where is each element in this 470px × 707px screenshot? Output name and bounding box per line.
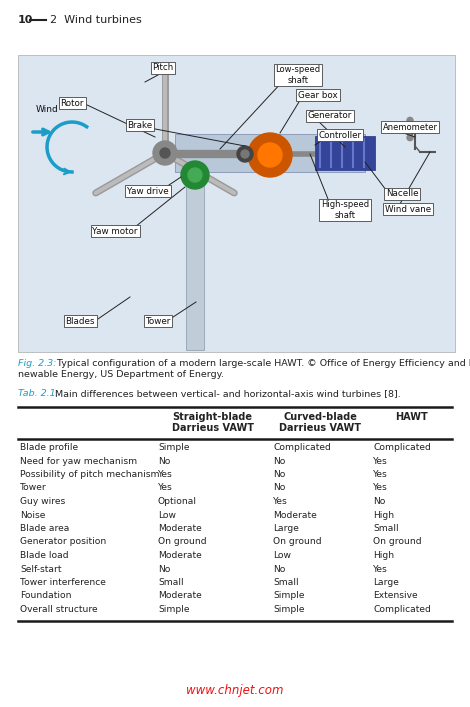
Text: No: No <box>273 457 285 465</box>
Text: Complicated: Complicated <box>273 443 331 452</box>
Circle shape <box>241 150 249 158</box>
Text: Blades: Blades <box>65 317 95 325</box>
Text: Yes: Yes <box>373 484 388 493</box>
Text: Moderate: Moderate <box>158 592 202 600</box>
Text: Yes: Yes <box>273 497 288 506</box>
Text: Brake: Brake <box>127 120 153 129</box>
Text: No: No <box>158 564 170 573</box>
Text: High-speed
shaft: High-speed shaft <box>321 200 369 220</box>
Text: High: High <box>373 510 394 520</box>
Text: Yes: Yes <box>158 470 173 479</box>
Text: Curved-blade: Curved-blade <box>283 412 357 422</box>
Text: Wind vane: Wind vane <box>385 204 431 214</box>
Text: 10: 10 <box>18 15 33 25</box>
Text: Blade load: Blade load <box>20 551 69 560</box>
Text: 2  Wind turbines: 2 Wind turbines <box>50 15 142 25</box>
Text: No: No <box>273 470 285 479</box>
Circle shape <box>407 134 413 141</box>
Text: Blade area: Blade area <box>20 524 70 533</box>
Text: Anemometer: Anemometer <box>383 122 438 132</box>
FancyBboxPatch shape <box>18 55 455 352</box>
Text: Wind: Wind <box>36 105 59 114</box>
Text: Yaw drive: Yaw drive <box>127 187 169 196</box>
Text: Rotor: Rotor <box>60 98 84 107</box>
FancyBboxPatch shape <box>186 172 204 350</box>
Text: Pitch: Pitch <box>152 64 173 73</box>
Circle shape <box>181 161 209 189</box>
Text: Self-start: Self-start <box>20 564 62 573</box>
Text: Controller: Controller <box>319 131 361 139</box>
Text: Generator: Generator <box>308 112 352 120</box>
Text: Typical configuration of a modern large-scale HAWT. © Office of Energy Efficienc: Typical configuration of a modern large-… <box>54 359 470 368</box>
Text: Main differences between vertical- and horizontal-axis wind turbines [8].: Main differences between vertical- and h… <box>52 389 401 398</box>
Text: Tab. 2.1:: Tab. 2.1: <box>18 389 59 398</box>
Circle shape <box>422 126 428 132</box>
Text: HAWT: HAWT <box>395 412 427 422</box>
Text: Simple: Simple <box>158 443 189 452</box>
Text: No: No <box>273 564 285 573</box>
Circle shape <box>248 133 292 177</box>
Text: On ground: On ground <box>273 537 321 547</box>
Text: Noise: Noise <box>20 510 46 520</box>
Text: Tower: Tower <box>20 484 47 493</box>
Text: High: High <box>373 551 394 560</box>
Text: Possibility of pitch mechanism: Possibility of pitch mechanism <box>20 470 159 479</box>
Text: Simple: Simple <box>273 605 305 614</box>
Text: Darrieus VAWT: Darrieus VAWT <box>172 423 253 433</box>
Text: Low-speed
shaft: Low-speed shaft <box>275 65 321 85</box>
Text: On ground: On ground <box>158 537 207 547</box>
Text: Straight-blade: Straight-blade <box>172 412 252 422</box>
Circle shape <box>258 143 282 167</box>
Text: Small: Small <box>273 578 298 587</box>
Text: Yes: Yes <box>373 564 388 573</box>
Text: Moderate: Moderate <box>158 524 202 533</box>
Text: Overall structure: Overall structure <box>20 605 98 614</box>
Text: No: No <box>373 497 385 506</box>
Text: Moderate: Moderate <box>273 510 317 520</box>
Text: Complicated: Complicated <box>373 443 431 452</box>
Text: Yes: Yes <box>373 457 388 465</box>
Text: Simple: Simple <box>158 605 189 614</box>
Circle shape <box>153 141 177 165</box>
Text: Small: Small <box>373 524 399 533</box>
Circle shape <box>407 117 413 123</box>
Text: Simple: Simple <box>273 592 305 600</box>
Text: Fig. 2.3:: Fig. 2.3: <box>18 359 56 368</box>
Text: Low: Low <box>158 510 176 520</box>
FancyBboxPatch shape <box>175 134 365 172</box>
Text: Complicated: Complicated <box>373 605 431 614</box>
Circle shape <box>160 148 170 158</box>
Text: Extensive: Extensive <box>373 592 418 600</box>
Text: newable Energy, US Department of Energy.: newable Energy, US Department of Energy. <box>18 370 224 379</box>
Text: Foundation: Foundation <box>20 592 71 600</box>
Text: Tower interference: Tower interference <box>20 578 106 587</box>
Text: Gear box: Gear box <box>298 90 338 100</box>
Text: Generator position: Generator position <box>20 537 106 547</box>
Text: Moderate: Moderate <box>158 551 202 560</box>
Text: Guy wires: Guy wires <box>20 497 65 506</box>
Text: Blade profile: Blade profile <box>20 443 78 452</box>
Text: Tower: Tower <box>145 317 171 325</box>
Text: Yes: Yes <box>373 470 388 479</box>
Text: Optional: Optional <box>158 497 197 506</box>
Text: On ground: On ground <box>373 537 422 547</box>
Text: Large: Large <box>373 578 399 587</box>
Text: Nacelle: Nacelle <box>386 189 418 199</box>
Text: Yaw motor: Yaw motor <box>92 226 138 235</box>
Text: Yes: Yes <box>158 484 173 493</box>
FancyBboxPatch shape <box>315 136 375 170</box>
Text: Need for yaw mechanism: Need for yaw mechanism <box>20 457 137 465</box>
Text: www.chnjet.com: www.chnjet.com <box>186 684 284 697</box>
Circle shape <box>237 146 253 162</box>
Text: Darrieus VAWT: Darrieus VAWT <box>279 423 361 433</box>
Text: Large: Large <box>273 524 299 533</box>
Text: No: No <box>158 457 170 465</box>
Text: Small: Small <box>158 578 184 587</box>
Circle shape <box>188 168 202 182</box>
Text: Low: Low <box>273 551 291 560</box>
Text: No: No <box>273 484 285 493</box>
